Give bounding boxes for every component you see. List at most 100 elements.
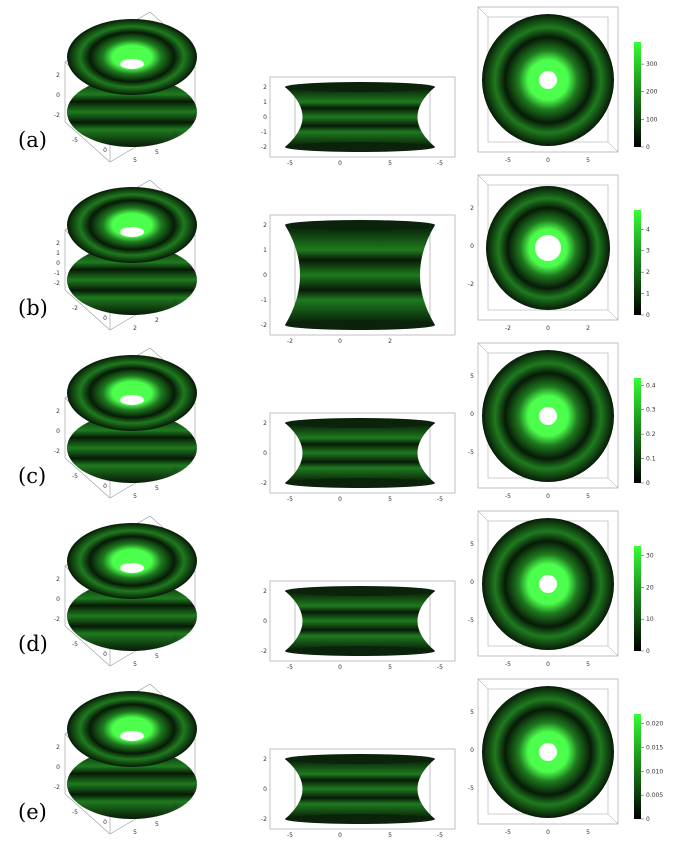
x-tick-label: -5 bbox=[437, 832, 443, 839]
torus-hole bbox=[120, 227, 144, 237]
x-tick-label: 5 bbox=[388, 664, 392, 671]
x-tick-label: 5 bbox=[586, 157, 590, 164]
lower-torus bbox=[67, 413, 197, 483]
colorbar-tick-label: 0.020 bbox=[646, 721, 663, 728]
x-tick-label: 5 bbox=[133, 829, 137, 836]
row-label: (b) bbox=[18, 296, 48, 320]
z-tick-label: 2 bbox=[56, 576, 60, 583]
y-tick-label: 0 bbox=[173, 131, 177, 138]
colorbar-tick-label: 1 bbox=[646, 291, 650, 298]
colorbar-tick-label: 0 bbox=[646, 312, 650, 319]
z-tick-label: -2 bbox=[261, 480, 267, 487]
upper-torus bbox=[67, 19, 197, 95]
colorbar-tick-label: 4 bbox=[646, 226, 650, 233]
z-tick-label: 2 bbox=[56, 408, 60, 415]
bounding-box bbox=[477, 678, 619, 825]
x-tick-label: 0 bbox=[103, 819, 107, 826]
perspective-view: 2 0 -2 -5 0 5 5 0 -5 bbox=[54, 11, 197, 164]
bottom-rim bbox=[285, 814, 435, 824]
z-tick-label: -1 bbox=[261, 129, 267, 136]
x-tick-label: 5 bbox=[388, 496, 392, 503]
colorbar-tick-label: 0.2 bbox=[646, 431, 656, 438]
x-tick-label: 5 bbox=[586, 829, 590, 836]
z-tick-label: 2 bbox=[56, 240, 60, 247]
x-tick-label: 0 bbox=[338, 664, 342, 671]
colorbar-tick-label: 30 bbox=[646, 553, 654, 560]
y-tick-label: 0 bbox=[470, 411, 474, 418]
bottom-rim bbox=[285, 646, 435, 656]
colorbar-tick-label: 100 bbox=[646, 116, 658, 123]
hyperboloid-profile bbox=[285, 591, 435, 651]
hyperboloid-profile bbox=[285, 423, 435, 483]
x-tick-label: -5 bbox=[437, 160, 443, 167]
y-tick-label: 5 bbox=[155, 149, 159, 156]
x-tick-label: 5 bbox=[133, 493, 137, 500]
z-tick-label: -2 bbox=[261, 144, 267, 151]
x-tick-label: -5 bbox=[72, 809, 78, 816]
figure-row: (e) 2 0 -2 -5 0 5 5 0 -5 2 0 -2 -5 0 5 -5 -5 0 5 5 0 -5 0.020 0.… bbox=[0, 674, 688, 842]
side-view: 2 0 -2 -5 0 5 -5 bbox=[261, 748, 456, 839]
z-tick-label: 2 bbox=[56, 72, 60, 79]
z-tick-label: 1 bbox=[56, 250, 60, 257]
z-tick-label: -1 bbox=[261, 297, 267, 304]
colorbar-tick-label: 0 bbox=[646, 816, 650, 823]
colorbar: 30 20 10 0 bbox=[634, 546, 654, 655]
x-tick-label: 5 bbox=[586, 493, 590, 500]
z-tick-label: -2 bbox=[261, 648, 267, 655]
colorbar-tick-label: 0 bbox=[646, 144, 650, 151]
y-tick-label: 0 bbox=[173, 635, 177, 642]
bounding-box bbox=[477, 174, 619, 321]
figure-row: (b) 2 1 0 -1 -2 -2 0 2 2 0 -2 2 1 0 -1 -2 -2 0 2 -2 0 2 2 0 -2 4 3 2… bbox=[0, 170, 688, 345]
figure-row: (a) 2 0 -2 -5 0 5 5 0 -5 2 1 0 -1 -2 -5 0 5 -5 -5 0 5 300 200 10… bbox=[0, 2, 688, 170]
top-rim bbox=[285, 82, 435, 92]
hyperboloid-profile bbox=[285, 759, 435, 819]
colorbar-tick-label: 20 bbox=[646, 584, 654, 591]
x-tick-label: 0 bbox=[338, 160, 342, 167]
y-tick-label: 5 bbox=[470, 541, 474, 548]
z-tick-label: 1 bbox=[263, 247, 267, 254]
x-tick-label: 5 bbox=[388, 160, 392, 167]
colorbar-tick-label: 2 bbox=[646, 269, 650, 276]
center-hole bbox=[539, 743, 557, 761]
torus-hole bbox=[120, 395, 144, 405]
colorbar-tick-label: 0.010 bbox=[646, 768, 663, 775]
z-tick-label: -2 bbox=[54, 280, 60, 287]
y-tick-label: -5 bbox=[191, 617, 197, 624]
side-view: 2 0 -2 -5 0 5 -5 bbox=[261, 580, 456, 671]
x-tick-label: -5 bbox=[505, 829, 511, 836]
bounding-box bbox=[477, 510, 619, 657]
colorbar: 300 200 100 0 bbox=[634, 42, 658, 151]
bounding-box bbox=[269, 580, 456, 662]
z-tick-label: 0 bbox=[56, 260, 60, 267]
x-tick-label: 0 bbox=[338, 832, 342, 839]
colorbar-tick-label: 300 bbox=[646, 61, 658, 68]
z-tick-label: 2 bbox=[263, 588, 267, 595]
x-tick-label: -2 bbox=[287, 338, 293, 345]
x-tick-label: -5 bbox=[72, 641, 78, 648]
y-tick-label: 2 bbox=[155, 317, 159, 324]
center-hole bbox=[539, 407, 557, 425]
bounding-box bbox=[269, 76, 456, 158]
z-tick-label: 0 bbox=[263, 618, 267, 625]
top-rim bbox=[285, 754, 435, 764]
x-tick-label: 5 bbox=[586, 661, 590, 668]
top-view: -5 0 5 5 0 -5 bbox=[468, 342, 619, 500]
x-tick-label: -2 bbox=[505, 325, 511, 332]
hyperboloid-profile bbox=[285, 225, 435, 325]
x-tick-label: -5 bbox=[505, 157, 511, 164]
top-view: -2 0 2 2 0 -2 bbox=[468, 174, 619, 332]
x-tick-label: 0 bbox=[546, 661, 550, 668]
lower-torus bbox=[67, 245, 197, 315]
lower-torus bbox=[67, 749, 197, 819]
x-tick-label: 2 bbox=[586, 325, 590, 332]
bottom-rim bbox=[285, 478, 435, 488]
y-tick-label: 0 bbox=[173, 467, 177, 474]
lower-torus bbox=[67, 581, 197, 651]
y-tick-label: -2 bbox=[191, 281, 197, 288]
z-tick-label: 0 bbox=[56, 428, 60, 435]
z-tick-label: 2 bbox=[263, 84, 267, 91]
y-tick-label: 5 bbox=[470, 709, 474, 716]
y-tick-label: 5 bbox=[470, 373, 474, 380]
colorbar-gradient bbox=[634, 714, 641, 819]
